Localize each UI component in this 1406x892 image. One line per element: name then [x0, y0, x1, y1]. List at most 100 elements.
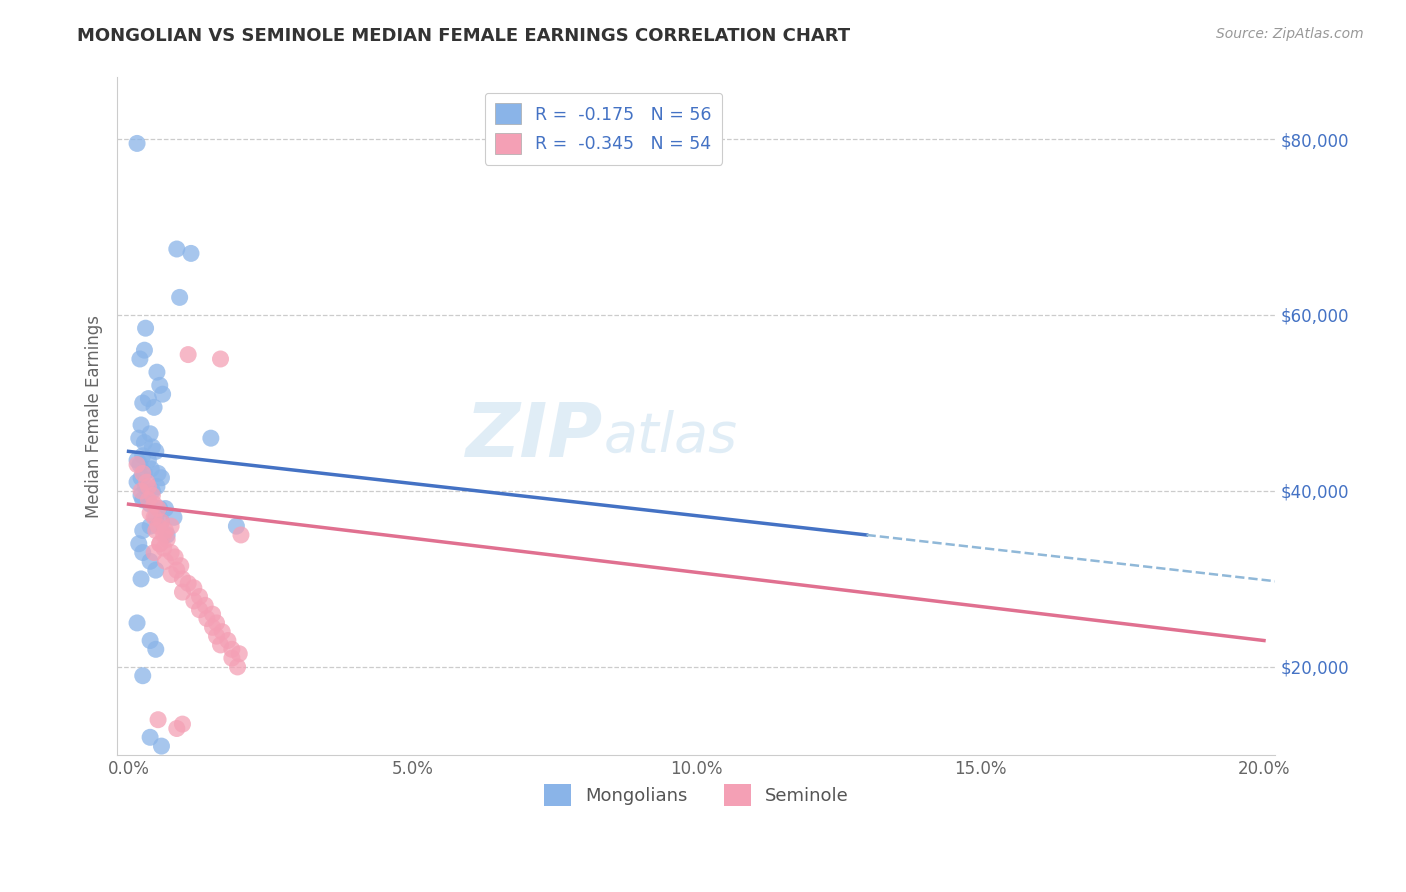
Point	[138, 392, 160, 406]
Point	[132, 467, 155, 481]
Point	[141, 440, 163, 454]
Point	[226, 660, 249, 674]
Point	[146, 713, 169, 727]
Point	[150, 739, 173, 753]
Point	[129, 471, 152, 485]
Point	[152, 541, 174, 556]
Point	[129, 417, 152, 432]
Point	[166, 722, 188, 736]
Point	[139, 426, 162, 441]
Text: atlas: atlas	[603, 410, 738, 463]
Point	[155, 554, 177, 568]
Point	[183, 594, 205, 608]
Text: MONGOLIAN VS SEMINOLE MEDIAN FEMALE EARNINGS CORRELATION CHART: MONGOLIAN VS SEMINOLE MEDIAN FEMALE EARN…	[77, 27, 851, 45]
Point	[139, 497, 162, 511]
Point	[135, 475, 157, 490]
Point	[201, 620, 224, 634]
Point	[146, 467, 169, 481]
Point	[152, 528, 174, 542]
Point	[149, 537, 172, 551]
Legend: Mongolians, Seminole: Mongolians, Seminole	[537, 777, 856, 814]
Point	[166, 242, 188, 256]
Point	[143, 545, 166, 559]
Point	[217, 633, 239, 648]
Point	[139, 633, 162, 648]
Point	[149, 378, 172, 392]
Point	[138, 479, 160, 493]
Point	[209, 351, 232, 366]
Point	[143, 497, 166, 511]
Point	[160, 567, 183, 582]
Point	[134, 343, 156, 358]
Point	[145, 642, 167, 657]
Point	[150, 515, 173, 529]
Point	[170, 558, 193, 573]
Point	[229, 528, 252, 542]
Point	[172, 572, 194, 586]
Point	[205, 615, 228, 630]
Point	[128, 537, 150, 551]
Point	[145, 510, 167, 524]
Point	[160, 545, 183, 559]
Point	[125, 458, 148, 472]
Point	[129, 488, 152, 502]
Point	[221, 642, 243, 657]
Point	[205, 629, 228, 643]
Point	[143, 401, 166, 415]
Point	[145, 563, 167, 577]
Point	[134, 467, 156, 481]
Point	[139, 554, 162, 568]
Point	[201, 607, 224, 621]
Point	[156, 533, 179, 547]
Point	[138, 453, 160, 467]
Y-axis label: Median Female Earnings: Median Female Earnings	[86, 315, 103, 517]
Point	[221, 651, 243, 665]
Point	[135, 321, 157, 335]
Point	[195, 611, 218, 625]
Point	[150, 515, 173, 529]
Point	[125, 453, 148, 467]
Point	[139, 731, 162, 745]
Point	[125, 136, 148, 151]
Point	[132, 396, 155, 410]
Point	[129, 351, 152, 366]
Point	[128, 431, 150, 445]
Point	[150, 471, 173, 485]
Point	[132, 669, 155, 683]
Point	[129, 572, 152, 586]
Point	[134, 435, 156, 450]
Point	[139, 519, 162, 533]
Point	[211, 624, 233, 639]
Point	[143, 510, 166, 524]
Text: Source: ZipAtlas.com: Source: ZipAtlas.com	[1216, 27, 1364, 41]
Point	[163, 510, 186, 524]
Point	[209, 638, 232, 652]
Point	[141, 488, 163, 502]
Point	[149, 537, 172, 551]
Point	[183, 581, 205, 595]
Point	[177, 348, 200, 362]
Point	[129, 458, 152, 472]
Text: ZIP: ZIP	[467, 400, 603, 473]
Point	[139, 506, 162, 520]
Point	[145, 444, 167, 458]
Point	[146, 519, 169, 533]
Point	[135, 479, 157, 493]
Point	[146, 501, 169, 516]
Point	[166, 563, 188, 577]
Point	[152, 387, 174, 401]
Point	[188, 603, 211, 617]
Point	[141, 483, 163, 498]
Point	[125, 475, 148, 490]
Point	[141, 462, 163, 476]
Point	[155, 501, 177, 516]
Point	[188, 590, 211, 604]
Point	[132, 449, 155, 463]
Point	[200, 431, 222, 445]
Point	[132, 492, 155, 507]
Point	[165, 549, 187, 564]
Point	[225, 519, 247, 533]
Point	[155, 524, 177, 538]
Point	[180, 246, 202, 260]
Point	[149, 501, 172, 516]
